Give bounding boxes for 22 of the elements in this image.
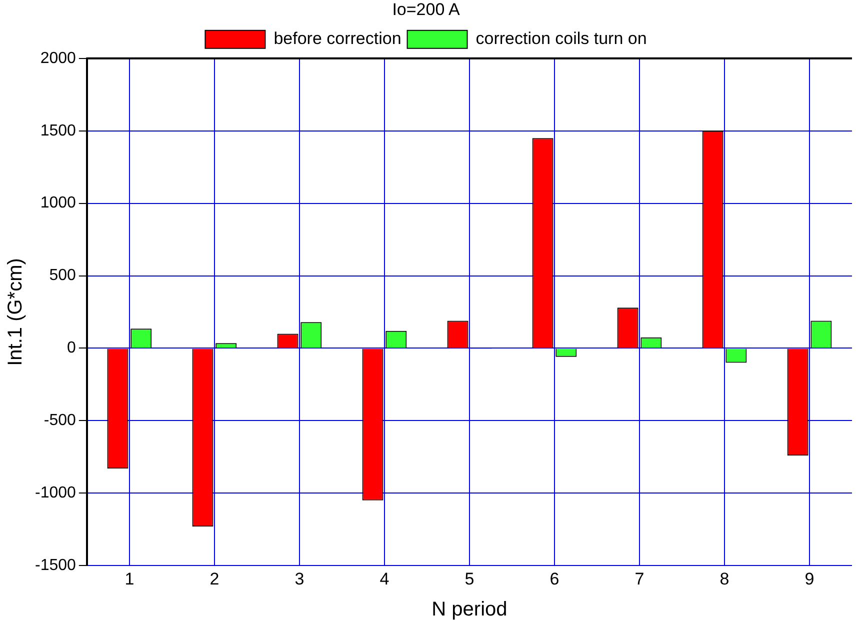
y-tick-label: 500 [49, 267, 76, 284]
legend-label: correction coils turn on [476, 29, 647, 48]
legend-title: Io=200 A [392, 0, 460, 20]
x-tick-label: 2 [210, 569, 220, 588]
y-tick-label: -1500 [35, 557, 76, 574]
x-tick-label: 1 [124, 569, 134, 588]
x-tick-label: 3 [294, 569, 304, 588]
x-tick-label: 9 [804, 569, 814, 588]
y-tick-label: -1000 [35, 484, 76, 502]
y-tick-label: -500 [44, 412, 76, 430]
y-axis-title: Int.1 (G*cm) [4, 258, 27, 366]
x-tick-label: 6 [550, 569, 560, 588]
y-tick-label: 1500 [40, 122, 76, 140]
x-tick-label: 4 [380, 569, 390, 588]
y-tick-label: 1000 [40, 194, 76, 212]
x-tick-label: 5 [464, 569, 474, 588]
y-tick-label: 2000 [40, 50, 76, 67]
legend-label: before correction [274, 29, 402, 48]
x-tick-label: 7 [634, 569, 644, 588]
x-axis-title: N period [432, 598, 508, 621]
y-tick-label: 0 [67, 340, 76, 357]
x-tick-label: 8 [720, 569, 730, 588]
